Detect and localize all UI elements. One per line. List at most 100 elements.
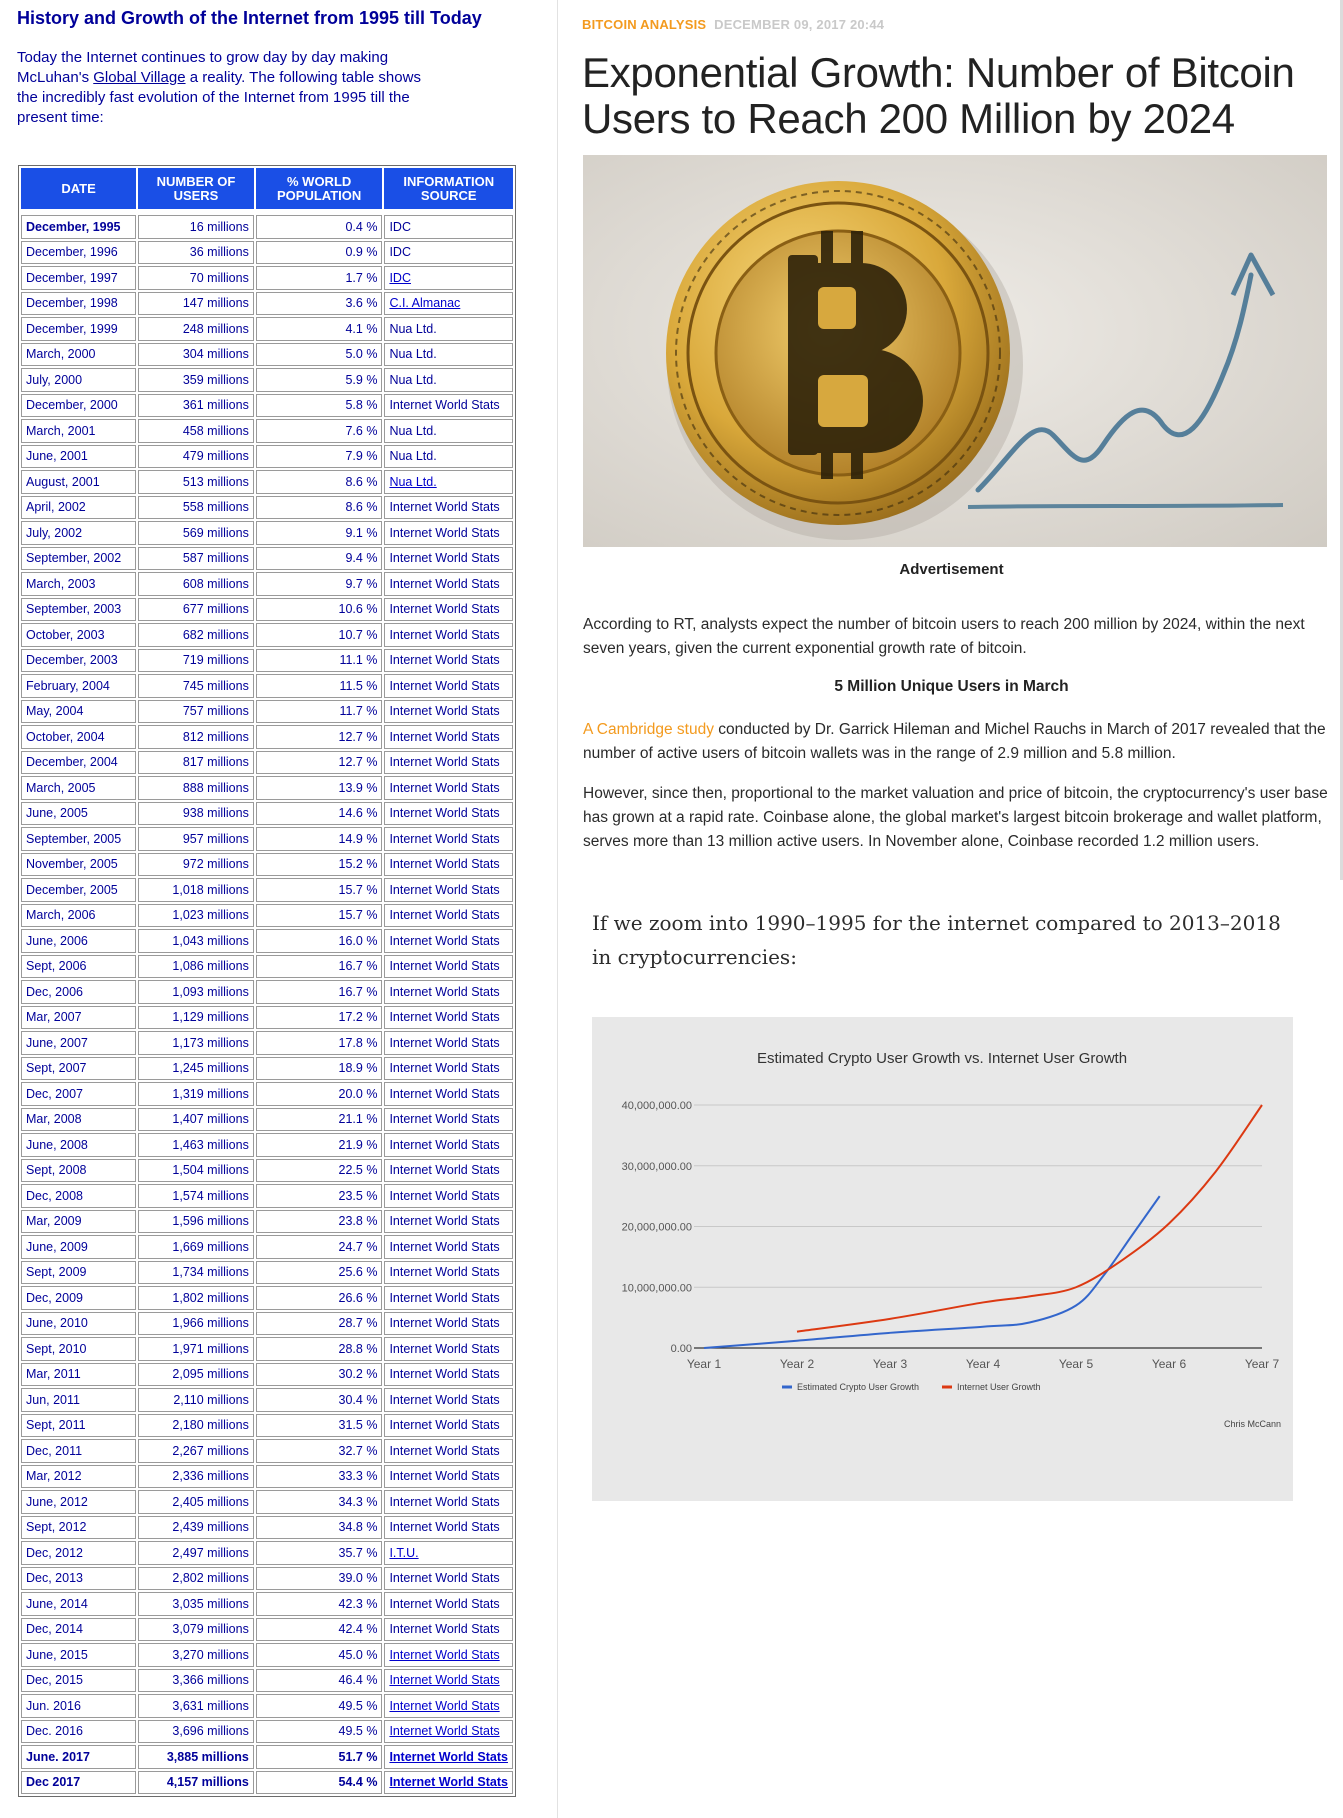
users-cell: 2,336 millions bbox=[138, 1464, 254, 1488]
date-cell: Jun. 2016 bbox=[21, 1694, 137, 1718]
y-tick-label: 10,000,000.00 bbox=[622, 1282, 692, 1294]
users-cell: 3,631 millions bbox=[138, 1694, 254, 1718]
internet-growth-table: DATE NUMBER OF USERS % WORLD POPULATION … bbox=[18, 165, 516, 1797]
users-cell: 248 millions bbox=[138, 317, 254, 341]
date-cell: September, 2005 bbox=[21, 827, 137, 851]
table-row: Dec, 2008 1,574 millions 23.5 % Internet Wo… bbox=[21, 1184, 513, 1208]
date-cell: June, 2015 bbox=[21, 1643, 137, 1667]
source-link[interactable]: IDC bbox=[389, 270, 411, 285]
date-cell: March, 2005 bbox=[21, 776, 137, 800]
date-cell: December, 1998 bbox=[21, 291, 137, 315]
table-row: Dec 2017 4,157 millions 54.4 % Internet Wor… bbox=[21, 1770, 513, 1794]
world-population-cell: 16.7 % bbox=[255, 954, 383, 978]
date-cell: June, 2009 bbox=[21, 1235, 137, 1259]
source-cell: C.I. Almanac bbox=[384, 291, 513, 315]
date-cell: March, 2001 bbox=[21, 419, 137, 443]
x-tick-label: Year 7 bbox=[1245, 1357, 1280, 1371]
world-population-cell: 16.7 % bbox=[255, 980, 383, 1004]
source-link[interactable]: Internet World Stats bbox=[389, 1724, 500, 1739]
table-row: Dec, 2013 2,802 millions 39.0 % Internet Wo… bbox=[21, 1566, 513, 1590]
table-row: March, 2001 458 millions 7.6 % Nua Ltd. bbox=[21, 419, 513, 443]
world-population-cell: 17.8 % bbox=[255, 1031, 383, 1055]
date-cell: December, 1995 bbox=[21, 215, 137, 239]
date-cell: Dec, 2009 bbox=[21, 1286, 137, 1310]
article-paragraph-2: A Cambridge study conducted by Dr. Garri… bbox=[583, 718, 1328, 766]
world-population-cell: 8.6 % bbox=[255, 470, 383, 494]
world-population-cell: 51.7 % bbox=[255, 1745, 383, 1769]
source-link[interactable]: Internet World Stats bbox=[389, 1775, 508, 1790]
scrollbar[interactable] bbox=[1340, 0, 1343, 880]
source-link[interactable]: Internet World Stats bbox=[389, 1673, 500, 1688]
source-cell: I.T.U. bbox=[384, 1541, 513, 1565]
users-cell: 2,405 millions bbox=[138, 1490, 254, 1514]
x-tick-label: Year 3 bbox=[873, 1357, 908, 1371]
table-row: Jun, 2011 2,110 millions 30.4 % Internet Wo… bbox=[21, 1388, 513, 1412]
world-population-cell: 3.6 % bbox=[255, 291, 383, 315]
users-cell: 3,270 millions bbox=[138, 1643, 254, 1667]
header-information-source: INFORMATION SOURCE bbox=[384, 168, 513, 209]
source-cell: Internet World Stats bbox=[384, 1745, 513, 1769]
source-cell: IDC bbox=[384, 240, 513, 264]
date-cell: Sept, 2008 bbox=[21, 1158, 137, 1182]
date-cell: July, 2002 bbox=[21, 521, 137, 545]
table-row: November, 2005 972 millions 15.2 % Internet… bbox=[21, 852, 513, 876]
table-row: December, 1999 248 millions 4.1 % Nua Ltd. bbox=[21, 317, 513, 341]
world-population-cell: 45.0 % bbox=[255, 1643, 383, 1667]
users-cell: 479 millions bbox=[138, 444, 254, 468]
source-cell: Internet World Stats bbox=[384, 1592, 513, 1616]
y-tick-label: 30,000,000.00 bbox=[622, 1161, 692, 1173]
header-users: NUMBER OF USERS bbox=[138, 168, 254, 209]
source-link[interactable]: Internet World Stats bbox=[389, 1647, 500, 1662]
series-line-0 bbox=[703, 1195, 1161, 1349]
intro-text-after: a reality. The following table shows the… bbox=[17, 69, 421, 126]
date-cell: December, 1997 bbox=[21, 266, 137, 290]
source-cell: Internet World Stats bbox=[384, 1082, 513, 1106]
date-cell: July, 2000 bbox=[21, 368, 137, 392]
users-cell: 1,504 millions bbox=[138, 1158, 254, 1182]
article-date: DECEMBER 09, 2017 20:44 bbox=[714, 17, 885, 32]
world-population-cell: 49.5 % bbox=[255, 1694, 383, 1718]
source-cell: Internet World Stats bbox=[384, 1566, 513, 1590]
users-cell: 587 millions bbox=[138, 546, 254, 570]
world-population-cell: 7.9 % bbox=[255, 444, 383, 468]
x-tick-label: Year 2 bbox=[780, 1357, 815, 1371]
date-cell: Dec, 2011 bbox=[21, 1439, 137, 1463]
source-cell: Internet World Stats bbox=[384, 393, 513, 417]
world-population-cell: 0.4 % bbox=[255, 215, 383, 239]
source-link[interactable]: C.I. Almanac bbox=[389, 296, 461, 311]
article-category-link[interactable]: BITCOIN ANALYSIS bbox=[582, 17, 707, 32]
source-link[interactable]: Internet World Stats bbox=[389, 1749, 508, 1764]
users-cell: 359 millions bbox=[138, 368, 254, 392]
users-cell: 1,407 millions bbox=[138, 1107, 254, 1131]
source-link[interactable]: Internet World Stats bbox=[389, 1698, 500, 1713]
source-cell: Internet World Stats bbox=[384, 852, 513, 876]
source-link[interactable]: Nua Ltd. bbox=[389, 474, 437, 489]
table-row: August, 2001 513 millions 8.6 % Nua Ltd. bbox=[21, 470, 513, 494]
source-cell: Nua Ltd. bbox=[384, 317, 513, 341]
table-row: Dec, 2007 1,319 millions 20.0 % Internet Wo… bbox=[21, 1082, 513, 1106]
global-village-link[interactable]: Global Village bbox=[93, 69, 186, 86]
users-cell: 938 millions bbox=[138, 801, 254, 825]
source-cell: Nua Ltd. bbox=[384, 444, 513, 468]
date-cell: Dec, 2006 bbox=[21, 980, 137, 1004]
table-row: Dec. 2016 3,696 millions 49.5 % Internet Wo… bbox=[21, 1719, 513, 1743]
date-cell: September, 2003 bbox=[21, 597, 137, 621]
date-cell: June, 2001 bbox=[21, 444, 137, 468]
users-cell: 147 millions bbox=[138, 291, 254, 315]
date-cell: May, 2004 bbox=[21, 699, 137, 723]
table-row: December, 1996 36 millions 0.9 % IDC bbox=[21, 240, 513, 264]
growth-chart: Estimated Crypto User Growth vs. Interne… bbox=[592, 1017, 1293, 1501]
date-cell: October, 2003 bbox=[21, 623, 137, 647]
source-cell: Internet World Stats bbox=[384, 1413, 513, 1437]
source-cell: Internet World Stats bbox=[384, 1770, 513, 1794]
table-row: December, 1995 16 millions 0.4 % IDC bbox=[21, 215, 513, 239]
cambridge-study-link[interactable]: A Cambridge study bbox=[583, 721, 714, 738]
source-cell: Internet World Stats bbox=[384, 1617, 513, 1641]
source-link[interactable]: I.T.U. bbox=[389, 1545, 419, 1560]
bitcoin-hero-image bbox=[583, 155, 1327, 547]
users-cell: 3,079 millions bbox=[138, 1617, 254, 1641]
users-cell: 1,734 millions bbox=[138, 1260, 254, 1284]
date-cell: December, 2004 bbox=[21, 750, 137, 774]
users-cell: 304 millions bbox=[138, 342, 254, 366]
world-population-cell: 33.3 % bbox=[255, 1464, 383, 1488]
